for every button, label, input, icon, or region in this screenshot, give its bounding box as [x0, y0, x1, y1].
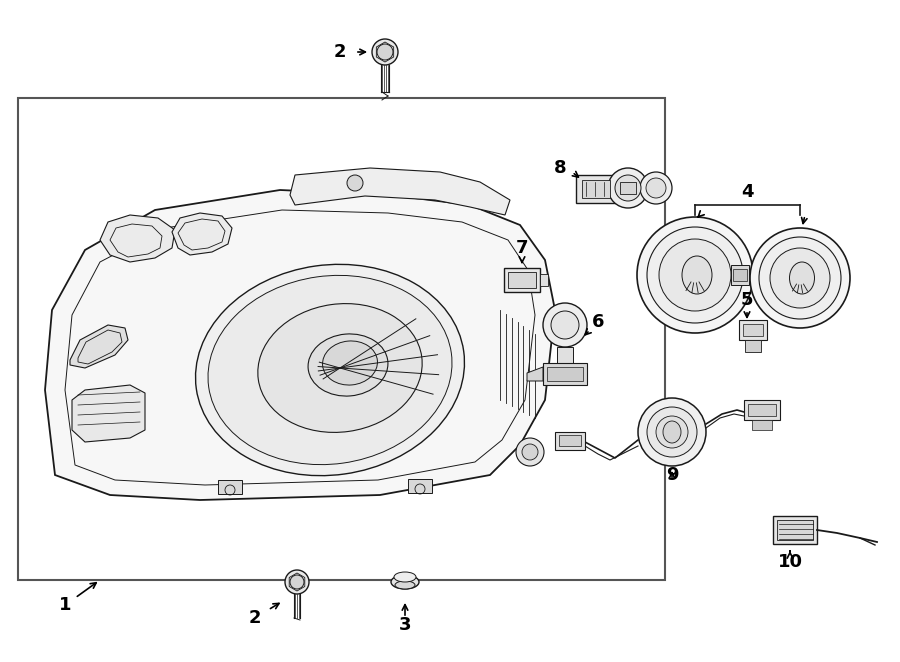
Bar — [582, 180, 610, 198]
Circle shape — [551, 311, 579, 339]
Bar — [620, 182, 636, 194]
Circle shape — [770, 248, 830, 308]
Circle shape — [646, 178, 666, 198]
Bar — [557, 347, 573, 365]
Circle shape — [290, 575, 304, 589]
Text: 2: 2 — [334, 43, 346, 61]
Bar — [743, 324, 763, 336]
Text: 7: 7 — [516, 239, 528, 257]
Bar — [508, 272, 536, 288]
Text: 5: 5 — [741, 291, 753, 309]
Bar — [733, 269, 747, 281]
Circle shape — [516, 438, 544, 466]
Ellipse shape — [789, 262, 814, 294]
Bar — [576, 175, 616, 203]
Bar — [547, 367, 583, 381]
Ellipse shape — [308, 334, 388, 396]
Bar — [744, 400, 780, 420]
Polygon shape — [45, 190, 555, 500]
Bar — [731, 265, 749, 285]
Circle shape — [372, 39, 398, 65]
Circle shape — [638, 398, 706, 466]
Ellipse shape — [663, 421, 681, 443]
Text: 6: 6 — [592, 313, 604, 331]
Circle shape — [522, 444, 538, 460]
Circle shape — [377, 44, 393, 60]
Circle shape — [608, 168, 648, 208]
Circle shape — [637, 217, 753, 333]
Text: 8: 8 — [554, 159, 566, 177]
Polygon shape — [72, 385, 145, 442]
Text: 1: 1 — [58, 596, 71, 614]
Bar — [504, 268, 540, 292]
Ellipse shape — [682, 256, 712, 294]
Circle shape — [659, 239, 731, 311]
Text: 3: 3 — [399, 616, 411, 634]
Bar — [777, 520, 813, 540]
Polygon shape — [70, 325, 128, 368]
Ellipse shape — [394, 572, 416, 582]
Bar — [540, 274, 548, 286]
Circle shape — [656, 416, 688, 448]
Bar — [773, 516, 817, 544]
Polygon shape — [527, 367, 543, 381]
Ellipse shape — [395, 581, 415, 589]
Circle shape — [615, 175, 641, 201]
Ellipse shape — [208, 275, 452, 465]
Bar — [555, 432, 585, 450]
Ellipse shape — [195, 264, 464, 476]
Bar — [543, 363, 587, 385]
Bar — [408, 479, 432, 493]
Bar — [745, 340, 761, 352]
Bar — [752, 420, 772, 430]
Ellipse shape — [391, 575, 419, 589]
Bar — [739, 320, 767, 340]
Bar — [748, 404, 776, 416]
Text: 9: 9 — [666, 466, 679, 484]
Polygon shape — [290, 168, 510, 215]
Circle shape — [640, 172, 672, 204]
Ellipse shape — [257, 304, 422, 432]
Circle shape — [543, 303, 587, 347]
Bar — [218, 480, 242, 494]
Circle shape — [647, 227, 743, 323]
Bar — [559, 435, 581, 446]
Ellipse shape — [322, 341, 377, 385]
Circle shape — [285, 570, 309, 594]
Circle shape — [347, 175, 363, 191]
Polygon shape — [172, 213, 232, 255]
Text: 4: 4 — [741, 183, 753, 201]
Text: 2: 2 — [248, 609, 261, 627]
Polygon shape — [100, 215, 175, 262]
Circle shape — [750, 228, 850, 328]
Circle shape — [647, 407, 697, 457]
Bar — [18, 98, 665, 580]
Circle shape — [759, 237, 841, 319]
Text: 10: 10 — [778, 553, 803, 571]
